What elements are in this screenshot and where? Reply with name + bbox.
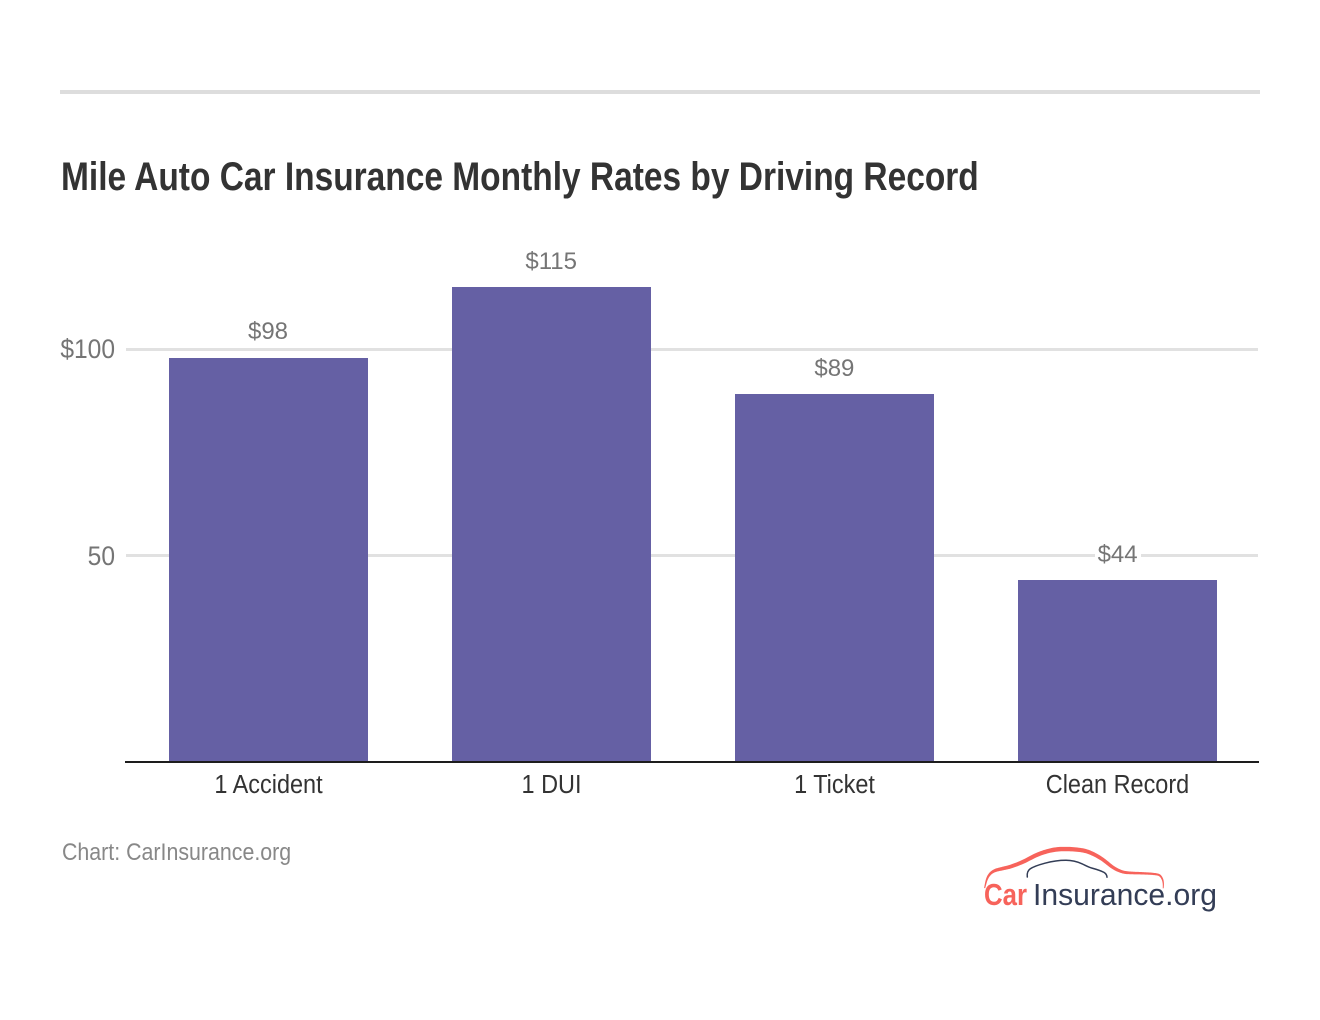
svg-text:CarInsurance.org: Car Insurance.org bbox=[984, 877, 1217, 912]
